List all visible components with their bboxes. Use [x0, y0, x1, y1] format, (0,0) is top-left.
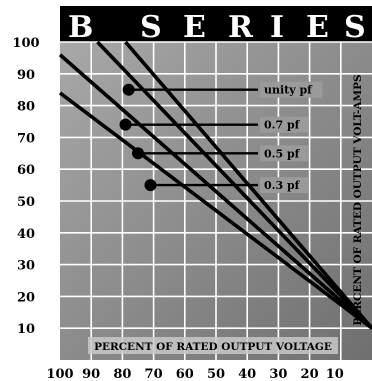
series-label: 0.7 pf — [264, 119, 301, 132]
x-tick-label: 80 — [113, 367, 131, 381]
series-label-bg — [260, 177, 309, 194]
header-letter: R — [228, 10, 254, 45]
series-label-bg — [260, 145, 309, 162]
y-tick-label: 40 — [17, 227, 35, 242]
x-tick-labels: 1009080706050403020100 — [46, 367, 344, 381]
y-tick-label: 70 — [17, 131, 35, 146]
header-letter: S — [140, 10, 162, 45]
x-tick-label: 20 — [301, 367, 319, 381]
y-tick-label: 90 — [17, 68, 35, 83]
series-marker — [119, 118, 132, 131]
header-title: B S E R I E S — [68, 10, 366, 45]
y-axis-title: PERCENT OF RATED OUTPUT VOLT-AMPS — [352, 74, 364, 325]
header-letter: I — [270, 10, 284, 45]
x-axis-title: PERCENT OF RATED OUTPUT VOLTAGE — [94, 341, 332, 353]
header-band — [60, 6, 372, 42]
series-label-bg — [260, 81, 323, 98]
series-label: unity pf — [264, 84, 313, 97]
y-tick-label: 60 — [17, 163, 35, 178]
x-tick-label: 100 — [46, 367, 73, 381]
x-axis-title-bg — [88, 337, 338, 354]
y-tick-label: 10 — [17, 322, 35, 337]
x-tick-label: 30 — [269, 367, 287, 381]
series-line — [58, 91, 372, 330]
y-tick-label: 20 — [17, 290, 35, 305]
x-tick-label: 10 — [326, 367, 344, 381]
x-tick-label: 70 — [145, 367, 163, 381]
series-labels: unity pf 0.7 pf 0.5 pf 0.3 pf — [260, 81, 323, 194]
y-tick-label: 50 — [17, 195, 35, 210]
x-tick-label: 90 — [82, 367, 100, 381]
y-tick-label: 30 — [17, 259, 35, 274]
x-tick-label: 40 — [238, 367, 256, 381]
y-tick-label: 80 — [17, 100, 35, 115]
header-letter: S — [344, 10, 366, 45]
x-tick-label: 60 — [176, 367, 194, 381]
series-label-bg — [260, 116, 309, 133]
header-letter: B — [68, 10, 93, 45]
header-letter: E — [183, 10, 206, 45]
header-letter: E — [306, 10, 329, 45]
label-leaders — [125, 88, 258, 187]
series-label: 0.3 pf — [264, 179, 301, 192]
x-tick-label: 50 — [207, 367, 225, 381]
y-tick-labels: 100 90 80 70 60 50 40 30 20 10 — [12, 36, 39, 337]
series-line — [58, 53, 372, 330]
y-tick-label: 100 — [12, 36, 39, 51]
series-label: 0.5 pf — [264, 147, 301, 160]
